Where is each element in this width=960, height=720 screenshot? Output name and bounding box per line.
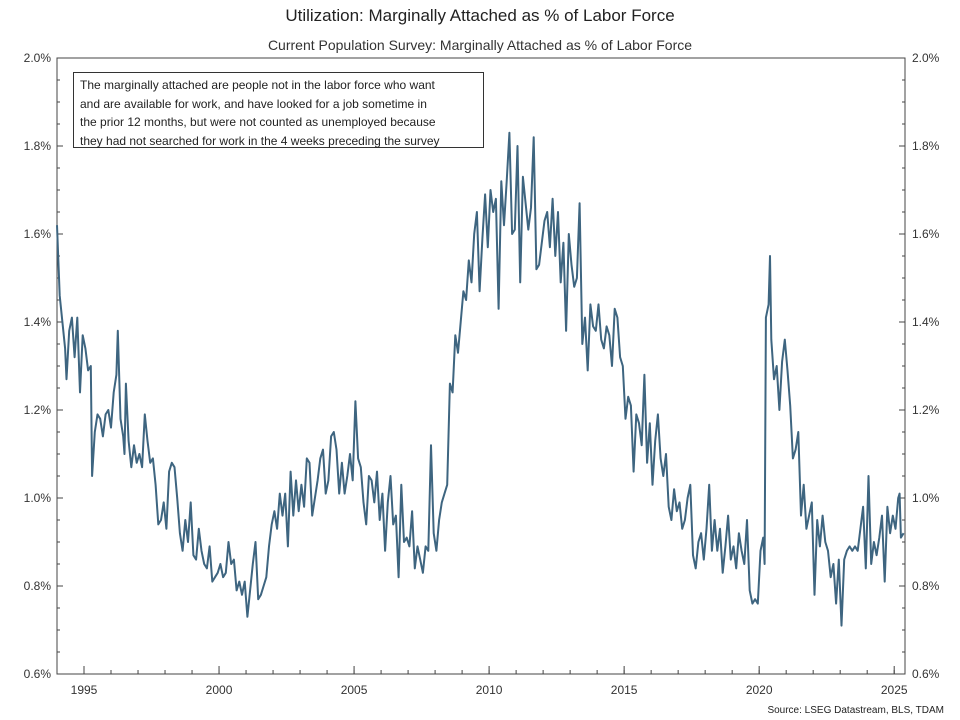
y-tick-label-right: 1.0%	[912, 491, 940, 505]
y-tick-label-left: 1.8%	[24, 139, 52, 153]
annotation-line: and are available for work, and have loo…	[80, 96, 427, 111]
source-note: Source: LSEG Datastream, BLS, TDAM	[767, 705, 944, 716]
chart-axes: 0.6% 0.6% 0.8% 0.8% 1.0% 1.0% 1.2% 1.2% 1.4% 1.4%…	[24, 51, 940, 697]
series-line	[56, 131, 905, 627]
chart-subtitle: Current Population Survey: Marginally At…	[267, 37, 693, 53]
y-tick-label-right: 1.8%	[912, 139, 940, 153]
x-tick-label: 2000	[206, 683, 233, 697]
x-tick-label: 2025	[881, 683, 908, 697]
y-tick-label-left: 0.6%	[24, 667, 52, 681]
y-tick-label-left: 1.6%	[24, 227, 52, 241]
y-tick-label-right: 0.8%	[912, 579, 940, 593]
x-tick-label: 2020	[746, 683, 773, 697]
y-tick-label-left: 1.0%	[24, 491, 52, 505]
y-tick-label-left: 2.0%	[24, 51, 52, 65]
plot-frame	[56, 57, 906, 675]
y-tick-label-right: 0.6%	[912, 667, 940, 681]
y-tick-label-left: 0.8%	[24, 579, 52, 593]
annotation-line: the prior 12 months, but were not counte…	[80, 115, 436, 129]
annotation-line: they had not searched for work in the 4 …	[80, 133, 440, 148]
x-tick-label: 1995	[71, 683, 98, 697]
x-tick-label: 2015	[611, 683, 638, 697]
annotation-box: The marginally attached are people not i…	[73, 72, 484, 148]
y-tick-label-right: 1.4%	[912, 315, 940, 329]
chart-title: Utilization: Marginally Attached as % of…	[285, 6, 675, 25]
annotation-line: The marginally attached are people not i…	[80, 78, 435, 92]
y-tick-label-right: 2.0%	[912, 51, 940, 65]
x-tick-label: 2005	[341, 683, 368, 697]
y-tick-label-left: 1.4%	[24, 315, 52, 329]
y-tick-label-right: 1.6%	[912, 227, 940, 241]
x-tick-label: 2010	[476, 683, 503, 697]
y-tick-label-right: 1.2%	[912, 403, 940, 417]
y-tick-label-left: 1.2%	[24, 403, 52, 417]
series-group	[56, 131, 905, 627]
